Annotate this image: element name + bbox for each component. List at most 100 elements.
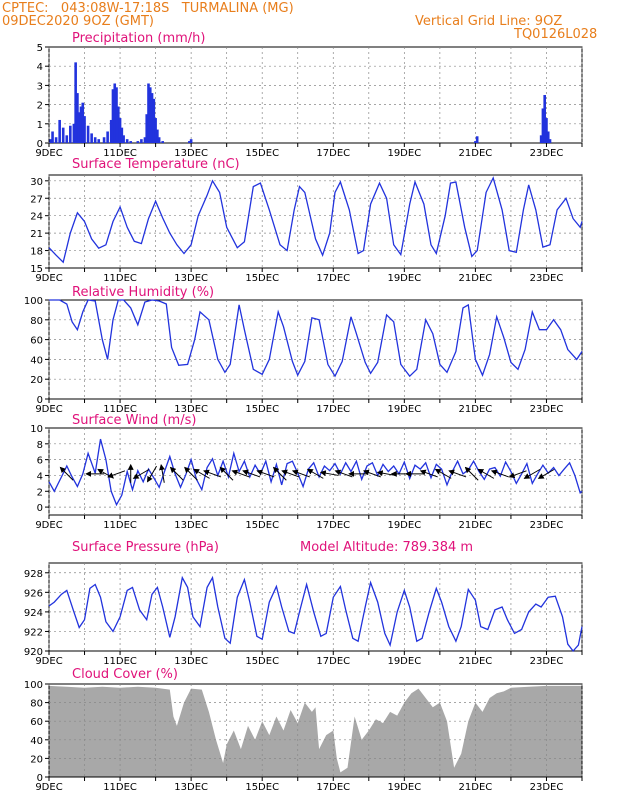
- precip-bar: [120, 127, 124, 143]
- y-tick-label: 6: [37, 456, 43, 467]
- precip-bar: [72, 123, 76, 143]
- precip-bar: [77, 112, 81, 143]
- wind-arrow: [159, 464, 165, 483]
- series-line: [48, 575, 583, 653]
- run-date: 09DEC2020 9OZ (GMT): [2, 14, 154, 29]
- y-tick-label: 0: [37, 139, 43, 150]
- wind-arrow: [147, 465, 157, 483]
- wind-arrow: [490, 469, 509, 478]
- y-tick-label: 5: [37, 43, 43, 54]
- x-tick-label: 21DEC: [459, 520, 493, 531]
- x-tick-label: 23DEC: [530, 148, 564, 159]
- x-tick-label: 9DEC: [35, 656, 62, 667]
- y-tick-label: 40: [30, 736, 43, 747]
- y-tick-label: 18: [30, 247, 43, 258]
- wind-arrow: [169, 466, 184, 481]
- precip-bar: [61, 127, 65, 143]
- precip-bar: [541, 108, 545, 143]
- x-tick-label: 13DEC: [174, 656, 208, 667]
- x-tick-label: 9DEC: [35, 273, 62, 284]
- y-tick-label: 80: [30, 699, 43, 710]
- y-tick-label: 926: [24, 588, 43, 599]
- x-tick-label: 21DEC: [459, 782, 493, 793]
- precip-bar: [69, 125, 72, 143]
- wind-arrow: [184, 466, 198, 481]
- x-tick-label: 15DEC: [245, 656, 279, 667]
- panel-frame: [48, 174, 583, 269]
- precip-bar: [189, 139, 193, 143]
- panel-title: Relative Humidity (%): [72, 285, 214, 300]
- x-tick-label: 21DEC: [459, 273, 493, 284]
- precip-bar: [154, 118, 157, 143]
- station-header: CPTEC: 043:08W-17:18S TURMALINA (MG): [2, 1, 294, 16]
- x-tick-label: 9DEC: [35, 404, 62, 415]
- x-tick-label: 17DEC: [316, 520, 350, 531]
- wind-arrow: [464, 466, 479, 481]
- x-tick-label: 17DEC: [316, 782, 350, 793]
- x-tick-label: 21DEC: [459, 404, 493, 415]
- wind-arrow: [281, 469, 300, 478]
- x-tick-label: 17DEC: [316, 404, 350, 415]
- wind-arrow: [132, 468, 150, 479]
- y-tick-label: 928: [24, 569, 43, 580]
- precip-bar: [188, 141, 191, 143]
- x-tick-label: 13DEC: [174, 148, 208, 159]
- y-tick-label: 2: [37, 101, 43, 112]
- precip-bar: [102, 137, 106, 143]
- wind-arrow: [523, 468, 541, 479]
- precip-bar: [83, 116, 86, 143]
- precip-bar: [161, 141, 165, 143]
- wind-arrow: [219, 466, 234, 481]
- wind-arrow: [306, 468, 324, 479]
- y-tick-label: 20: [30, 754, 43, 765]
- x-tick-label: 15DEC: [245, 273, 279, 284]
- x-tick-label: 13DEC: [174, 782, 208, 793]
- y-tick-label: 27: [30, 194, 43, 205]
- y-tick-label: 924: [24, 608, 43, 619]
- precip-bar: [118, 118, 122, 143]
- precip-bar: [152, 98, 156, 143]
- x-tick-label: 19DEC: [387, 520, 421, 531]
- cloud-cover-area: [49, 685, 582, 777]
- y-tick-label: 60: [30, 336, 43, 347]
- x-tick-label: 11DEC: [103, 520, 137, 531]
- precip-bar: [86, 125, 90, 143]
- wind-arrow: [59, 466, 74, 481]
- precip-bar: [474, 141, 477, 143]
- y-tick-label: 21: [30, 229, 43, 240]
- panel-frame: [48, 562, 583, 652]
- y-tick-label: 10: [30, 424, 43, 435]
- series-line: [48, 438, 583, 507]
- precip-bar: [543, 95, 546, 143]
- precip-bar: [147, 83, 150, 143]
- precip-bar: [54, 137, 58, 143]
- wind-arrow: [477, 468, 495, 479]
- panel-title: Surface Wind (m/s): [72, 413, 196, 428]
- x-tick-label: 13DEC: [174, 273, 208, 284]
- panel-title: Cloud Cover (%): [72, 667, 178, 682]
- y-tick-label: 80: [30, 316, 43, 327]
- precip-bar: [140, 139, 143, 143]
- wind-arrow: [434, 468, 452, 479]
- wind-arrow: [256, 469, 275, 478]
- x-tick-label: 23DEC: [530, 404, 564, 415]
- precip-bar: [81, 102, 85, 143]
- precip-bar: [111, 89, 115, 143]
- precip-bar: [65, 135, 69, 143]
- precip-bar: [145, 114, 149, 143]
- wind-arrow: [203, 469, 222, 478]
- x-tick-label: 15DEC: [245, 782, 279, 793]
- precip-bar: [49, 139, 53, 143]
- series-line: [49, 299, 583, 378]
- panel-frame: [48, 46, 583, 144]
- panel-title: Precipitation (mm/h): [72, 31, 205, 46]
- y-tick-label: 100: [24, 680, 43, 691]
- x-tick-label: 11DEC: [103, 404, 137, 415]
- wind-arrow: [508, 470, 527, 479]
- panel-frame: [48, 299, 583, 400]
- x-tick-label: 9DEC: [35, 782, 62, 793]
- precip-bar: [136, 141, 140, 143]
- precip-bar: [122, 135, 125, 143]
- y-tick-label: 0: [37, 503, 43, 514]
- precip-bar: [156, 129, 159, 143]
